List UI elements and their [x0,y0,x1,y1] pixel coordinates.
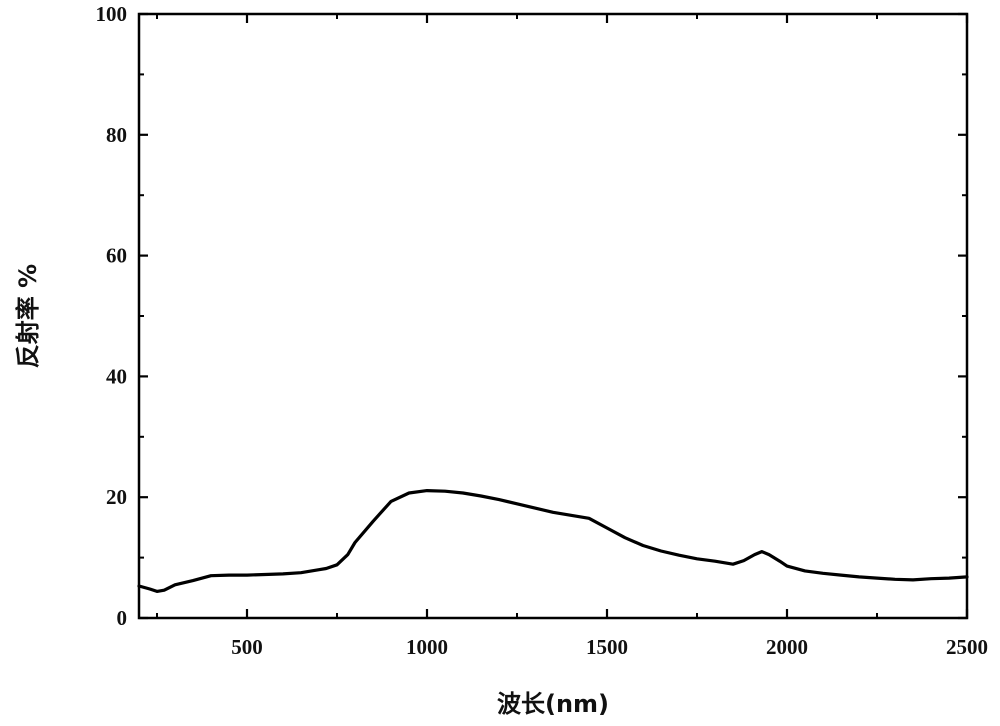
x-tick-label: 2000 [766,635,808,659]
y-tick-label: 60 [106,244,127,268]
y-axis-title: 反射率 % [14,264,42,368]
x-tick-label: 2500 [946,635,988,659]
chart-plot [139,491,967,592]
reflectance-line [139,491,967,592]
x-tick-label: 1500 [586,635,628,659]
x-tick-label: 1000 [406,635,448,659]
y-tick-label: 20 [106,485,127,509]
y-axis: 0 20 40 60 80 100 [96,2,968,630]
y-tick-label: 0 [117,606,128,630]
x-axis: 500 1000 1500 2000 2500 [157,14,988,659]
y-tick-label: 100 [96,2,128,26]
y-tick-label: 80 [106,123,127,147]
plot-frame [139,14,967,618]
x-axis-title: 波长(nm) [497,690,609,718]
x-tick-label: 500 [231,635,263,659]
y-tick-label: 40 [106,364,127,388]
